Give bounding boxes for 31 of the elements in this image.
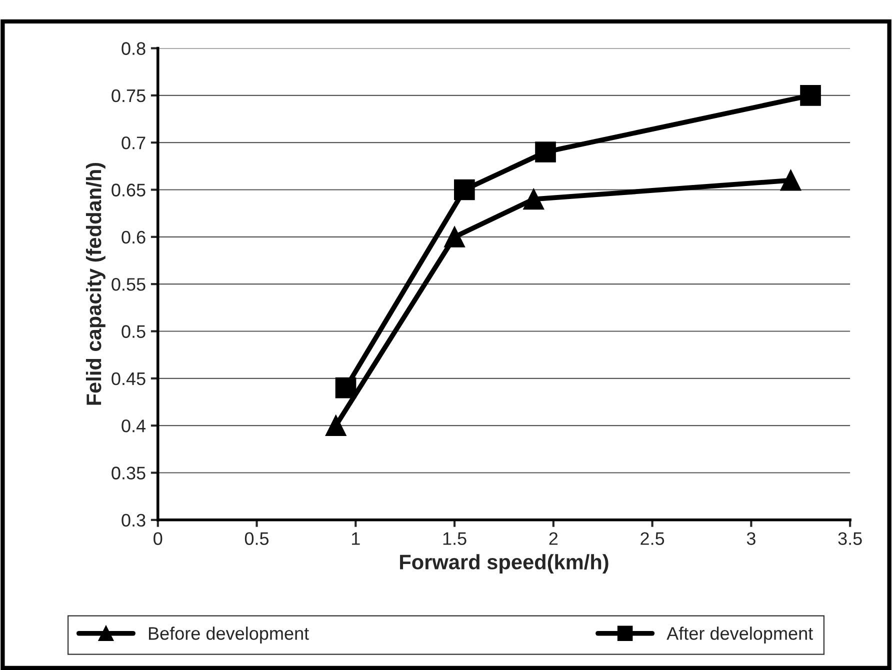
point bbox=[335, 377, 356, 398]
point bbox=[535, 142, 556, 162]
x-tick-label: 0.5 bbox=[244, 532, 269, 545]
y-axis-title: Felid capacity (feddan/h) bbox=[86, 162, 106, 405]
y-tick-label: 0.6 bbox=[122, 230, 146, 244]
x-axis-title: Forward speed(km/h) bbox=[400, 554, 608, 574]
y-tick-label: 0.8 bbox=[122, 42, 146, 55]
y-tick-label: 0.4 bbox=[122, 420, 146, 432]
x-tick-label: 0 bbox=[154, 532, 162, 545]
y-tick-label: 0.45 bbox=[112, 372, 146, 386]
y-tick-label: 0.5 bbox=[122, 325, 146, 338]
y-tick-label: 0.55 bbox=[112, 278, 146, 291]
point bbox=[444, 226, 465, 248]
x-tick-label: 3.5 bbox=[838, 532, 862, 545]
x-tick-label: 2.5 bbox=[640, 532, 664, 545]
y-tick-label: 0.75 bbox=[112, 89, 146, 102]
y-tick-label: 0.7 bbox=[122, 136, 146, 150]
x-tick-label: 1 bbox=[352, 532, 360, 545]
point bbox=[454, 179, 475, 200]
x-tick-label: 1.5 bbox=[443, 532, 466, 545]
y-tick-label: 0.65 bbox=[112, 184, 146, 196]
point bbox=[800, 84, 821, 106]
legend-label: After development bbox=[666, 626, 813, 644]
y-tick-label: 0.3 bbox=[122, 514, 146, 527]
point bbox=[780, 170, 802, 191]
point bbox=[523, 188, 544, 210]
x-tick-label: 2 bbox=[549, 532, 558, 545]
y-tick-label: 0.35 bbox=[112, 466, 146, 480]
x-tick-label: 3 bbox=[746, 532, 756, 545]
legend-label: Before development bbox=[148, 626, 309, 644]
point bbox=[325, 415, 346, 436]
